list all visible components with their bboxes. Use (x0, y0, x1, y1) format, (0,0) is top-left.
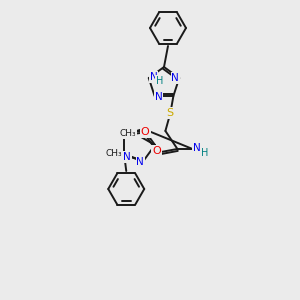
Text: N: N (171, 73, 179, 83)
Text: N: N (123, 152, 131, 162)
Text: H: H (156, 76, 164, 86)
Text: N: N (193, 143, 200, 153)
Text: CH₃: CH₃ (106, 149, 122, 158)
Text: O: O (152, 146, 161, 156)
Text: H: H (201, 148, 208, 158)
Text: N: N (150, 72, 158, 82)
Text: CH₃: CH₃ (119, 130, 136, 139)
Text: O: O (141, 127, 150, 137)
Text: N: N (136, 157, 144, 167)
Text: N: N (155, 92, 163, 102)
Text: S: S (166, 108, 173, 118)
